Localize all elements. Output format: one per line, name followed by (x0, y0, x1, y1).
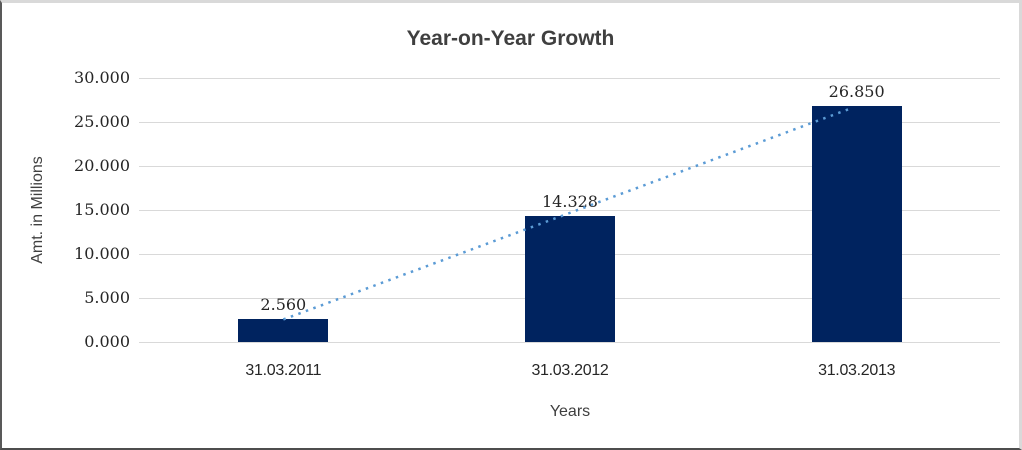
x-tick-label: 31.03.2012 (531, 362, 609, 379)
y-tick-label: 30.000 (74, 68, 130, 87)
gridline (139, 122, 1000, 123)
y-tick-label: 10.000 (74, 244, 130, 263)
gridline (139, 342, 1000, 343)
x-tick-label: 31.03.2011 (245, 362, 322, 379)
gridline (139, 166, 1000, 167)
gridline (139, 210, 1000, 211)
x-tick-label: 31.03.2013 (818, 362, 896, 379)
bar-data-label: 26.850 (828, 81, 885, 101)
y-tick-label: 20.000 (74, 156, 130, 175)
y-tick-label: 0.000 (84, 332, 130, 351)
bar-data-label: 2.560 (260, 295, 307, 315)
bar-31.03.2013 (811, 105, 902, 342)
x-axis-title: Years (549, 403, 591, 420)
y-tick-label: 15.000 (74, 200, 130, 219)
bar-31.03.2012 (525, 215, 615, 342)
y-tick-label: 5.000 (84, 288, 130, 307)
y-tick-label: 25.000 (74, 112, 130, 131)
trendline (282, 106, 854, 321)
bar-31.03.2011 (238, 319, 329, 342)
gridline (139, 78, 1000, 79)
bar-data-label: 14.328 (542, 191, 598, 211)
chart-title: Year-on-Year Growth (406, 27, 615, 50)
plot-area: 2.560 14.328 26.850 (139, 78, 1000, 343)
